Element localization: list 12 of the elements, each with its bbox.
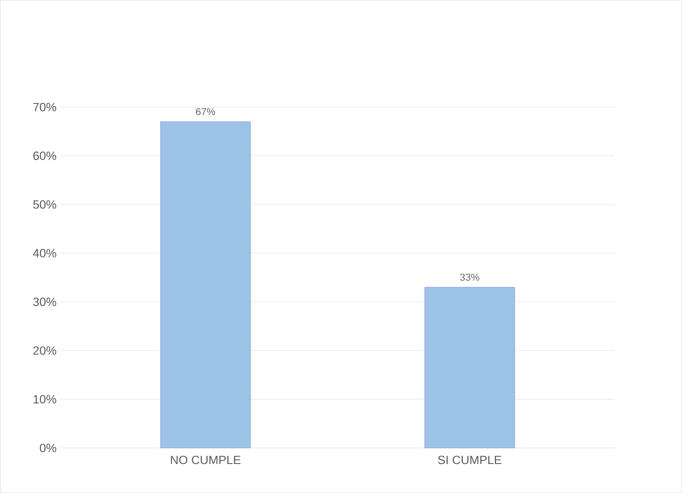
y-tick-label: 0% [40,444,56,452]
y-tick-label: 10% [34,394,56,404]
data-label: 33% [460,274,480,281]
data-label: 67% [196,108,216,116]
y-tick-label: 70% [33,102,56,112]
y-tick-label: 20% [33,346,56,355]
y-tick-label: 50% [33,200,56,209]
y-tick-label: 40% [33,248,56,258]
y-tick-label: 30% [33,298,56,306]
y-tick-label: 60% [33,151,56,160]
x-tick-label: SI CUMPLE [438,456,502,464]
x-tick-label: NO CUMPLE [170,456,240,464]
